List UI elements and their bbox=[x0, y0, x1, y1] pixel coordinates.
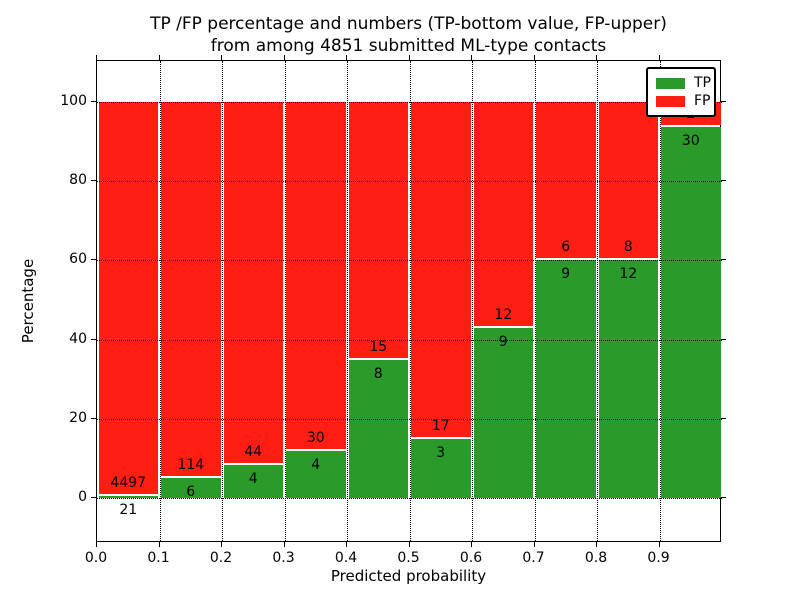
chart-title-line1: TP /FP percentage and numbers (TP-bottom… bbox=[150, 14, 667, 34]
legend: TP FP bbox=[646, 67, 716, 117]
bar-count-label-fp: 114 bbox=[177, 457, 205, 474]
bar-segment-tp bbox=[473, 328, 533, 498]
y-tick-label: 60 bbox=[69, 251, 87, 268]
bar-segment-fp bbox=[98, 102, 158, 495]
tp-legend-label: TP bbox=[694, 75, 711, 91]
x-tick-top bbox=[471, 55, 472, 60]
y-tick-label: 40 bbox=[69, 330, 87, 347]
x-tick-label: 0.3 bbox=[272, 550, 295, 566]
y-tick-label: 100 bbox=[60, 93, 87, 110]
bar-segment-fp bbox=[598, 102, 658, 259]
bar-segment-fp bbox=[411, 102, 471, 437]
chart-title-line2: from among 4851 submitted ML-type contac… bbox=[210, 36, 607, 56]
bar-count-label-fp: 4497 bbox=[110, 475, 147, 492]
x-tick-label: 0.5 bbox=[397, 550, 420, 566]
x-tick-bottom bbox=[158, 542, 160, 547]
y-tick-left bbox=[91, 496, 96, 498]
x-tick-bottom bbox=[658, 542, 660, 547]
x-tick-bottom bbox=[346, 542, 347, 547]
bar-count-label-fp: 6 bbox=[561, 239, 571, 256]
x-tick-top bbox=[346, 55, 347, 60]
bar-segment-fp bbox=[536, 102, 596, 259]
y-tick-label: 80 bbox=[69, 172, 87, 189]
bar-count-label-tp: 6 bbox=[186, 484, 196, 501]
bar-segment-tp bbox=[536, 260, 596, 498]
x-tick-bottom bbox=[283, 542, 285, 547]
x-tick-top bbox=[96, 55, 97, 60]
y-tick-right bbox=[721, 259, 726, 261]
tp-legend-swatch bbox=[656, 77, 685, 89]
x-tick-bottom bbox=[596, 542, 597, 547]
fp-legend-label: FP bbox=[694, 93, 711, 109]
bar-segment-fp bbox=[473, 102, 533, 327]
y-tick-left bbox=[91, 417, 96, 419]
legend-entry-tp: TP bbox=[656, 74, 714, 92]
bar-segment-tp bbox=[661, 126, 721, 498]
x-tick-label: 0.0 bbox=[84, 550, 108, 566]
x-tick-top bbox=[408, 55, 410, 60]
y-tick-right bbox=[721, 101, 726, 103]
y-tick-left bbox=[91, 338, 96, 340]
bar-count-label-fp: 44 bbox=[244, 443, 263, 460]
x-tick-bottom bbox=[533, 542, 535, 547]
x-tick-label: 0.6 bbox=[459, 550, 483, 566]
y-tick-left bbox=[91, 101, 96, 103]
x-tick-top bbox=[283, 55, 285, 60]
x-tick-bottom bbox=[221, 542, 222, 547]
y-tick-right bbox=[721, 496, 726, 498]
y-tick-right bbox=[721, 338, 726, 340]
x-tick-top bbox=[533, 55, 535, 60]
bar-count-label-tp: 3 bbox=[436, 444, 446, 461]
bar-segment-tp bbox=[98, 496, 158, 498]
bar-count-label-tp: 30 bbox=[681, 132, 700, 149]
x-tick-bottom bbox=[408, 542, 410, 547]
x-axis-label: Predicted probability bbox=[330, 567, 487, 585]
y-tick-label: 0 bbox=[78, 488, 87, 505]
bar-count-label-fp: 17 bbox=[431, 417, 450, 434]
bar-count-label-tp: 9 bbox=[498, 334, 508, 351]
bar-segment-tp bbox=[286, 451, 346, 498]
bar-segment-fp bbox=[286, 102, 346, 450]
x-tick-label: 0.2 bbox=[209, 550, 233, 566]
y-tick-right bbox=[721, 180, 726, 182]
plot-area: 449721114644430415817312969812230 TP FP bbox=[96, 60, 722, 542]
legend-entry-fp: FP bbox=[656, 92, 714, 110]
bar-count-label-tp: 8 bbox=[373, 366, 383, 383]
bar-segment-fp bbox=[161, 102, 221, 477]
bar-count-label-tp: 4 bbox=[311, 457, 321, 474]
bar-segment-fp bbox=[348, 102, 408, 359]
bar-segment-tp bbox=[411, 438, 471, 498]
x-tick-top bbox=[221, 55, 222, 60]
bar-count-label-fp: 8 bbox=[623, 239, 633, 256]
x-tick-top bbox=[596, 55, 597, 60]
y-tick-left bbox=[91, 180, 96, 182]
x-tick-label: 0.4 bbox=[334, 550, 358, 566]
bar-count-label-tp: 4 bbox=[248, 470, 258, 487]
bar-segment-tp bbox=[223, 464, 283, 498]
bar-count-label-fp: 30 bbox=[306, 430, 325, 447]
x-tick-label: 0.1 bbox=[147, 550, 170, 566]
x-tick-top bbox=[158, 55, 160, 60]
bar-segment-tp bbox=[348, 360, 408, 498]
fp-legend-swatch bbox=[656, 95, 685, 107]
bar-segment-tp bbox=[161, 478, 221, 498]
y-tick-label: 20 bbox=[69, 409, 87, 426]
x-tick-label: 0.7 bbox=[522, 550, 545, 566]
bar-segment-tp bbox=[598, 260, 658, 498]
x-tick-bottom bbox=[96, 542, 97, 547]
bar-count-label-tp: 9 bbox=[561, 266, 571, 283]
x-tick-label: 0.8 bbox=[584, 550, 608, 566]
bar-count-label-tp: 21 bbox=[119, 502, 138, 519]
x-tick-label: 0.9 bbox=[647, 550, 670, 566]
y-tick-right bbox=[721, 417, 726, 419]
bar-count-label-tp: 12 bbox=[619, 266, 638, 283]
bar-count-label-fp: 15 bbox=[369, 339, 388, 356]
y-axis-label: Percentage bbox=[19, 258, 37, 344]
bar-count-label-fp: 12 bbox=[494, 307, 513, 324]
y-tick-left bbox=[91, 259, 96, 261]
x-tick-bottom bbox=[471, 542, 472, 547]
bar-segment-fp bbox=[223, 102, 283, 463]
x-tick-top bbox=[658, 55, 660, 60]
